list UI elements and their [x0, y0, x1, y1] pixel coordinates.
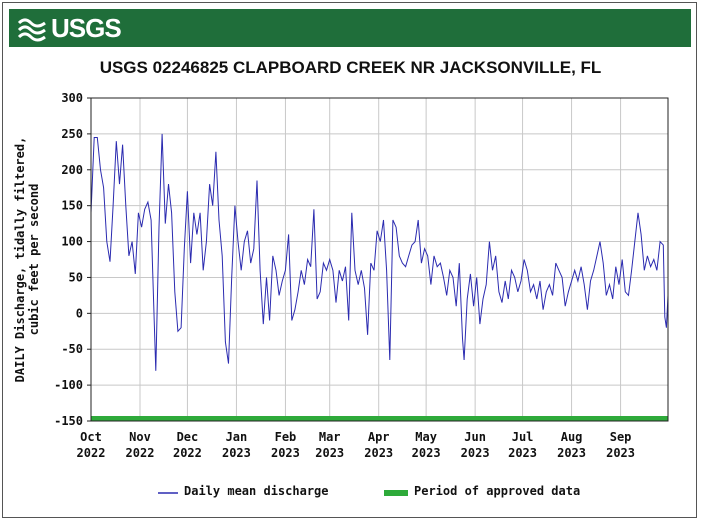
y-tick-label: 250 [61, 127, 83, 141]
x-tick-label-month: Oct [80, 430, 102, 444]
x-tick-label-year: 2023 [315, 446, 344, 460]
x-tick-label-month: Dec [177, 430, 199, 444]
approved-period-bar [91, 416, 668, 421]
x-tick-label-year: 2023 [271, 446, 300, 460]
usgs-logo: USGS [17, 13, 122, 44]
plot-border [90, 97, 669, 422]
legend-swatch-approved-data [384, 490, 408, 496]
y-tick-label: 100 [61, 235, 83, 249]
usgs-logo-text: USGS [51, 13, 122, 43]
x-tick-label-month: Jul [512, 430, 534, 444]
usgs-wave-icon [17, 18, 46, 41]
x-tick-label-year: 2023 [508, 446, 537, 460]
x-tick-label-year: 2023 [412, 446, 441, 460]
x-tick-label-month: Nov [129, 430, 151, 444]
x-tick-label-year: 2022 [173, 446, 202, 460]
series-line-daily-mean-discharge [90, 133, 669, 371]
legend-label-approved-data: Period of approved data [414, 484, 581, 498]
y-tick-label: 0 [76, 306, 83, 320]
y-axis-label-line2: cubic feet per second [27, 184, 41, 336]
y-tick-labels: 300 250 200 150 100 50 0 -50 -100 -150 [54, 91, 91, 428]
x-tick-label-month: Apr [368, 430, 390, 444]
y-tick-label: 50 [69, 270, 83, 284]
y-tick-label: -100 [54, 378, 83, 392]
x-tick-label-month: Feb [275, 430, 297, 444]
x-tick-label-month: May [415, 430, 437, 444]
legend-label-daily-mean-discharge: Daily mean discharge [184, 484, 329, 498]
y-tick-label: 300 [61, 91, 83, 105]
x-tick-label-year: 2022 [77, 446, 106, 460]
x-tick-label-year: 2022 [126, 446, 155, 460]
chart-title: USGS 02246825 CLAPBOARD CREEK NR JACKSON… [99, 58, 602, 77]
x-tick-label-month: Sep [610, 430, 632, 444]
x-tick-label-year: 2023 [557, 446, 586, 460]
x-tick-label-month: Jun [464, 430, 486, 444]
x-tick-labels: Oct 2022 Nov 2022 Dec 2022 Jan 2023 Feb 2023 Mar 20… [77, 430, 635, 460]
x-tick-label-month: Jan [226, 430, 248, 444]
y-axis-label-line1: DAILY Discharge, tidally filtered, [13, 137, 27, 383]
x-tick-label-month: Aug [561, 430, 583, 444]
x-tick-label-year: 2023 [222, 446, 251, 460]
x-tick-label-year: 2023 [364, 446, 393, 460]
y-tick-label: 200 [61, 163, 83, 177]
y-tick-label: -50 [61, 342, 83, 356]
y-tick-label: -150 [54, 414, 83, 428]
x-tick-label-year: 2023 [461, 446, 490, 460]
usgs-banner: USGS [9, 9, 691, 47]
y-tick-label: 150 [61, 199, 83, 213]
x-tick-label-year: 2023 [606, 446, 635, 460]
x-tick-label-month: Mar [319, 430, 341, 444]
grid [90, 97, 668, 422]
